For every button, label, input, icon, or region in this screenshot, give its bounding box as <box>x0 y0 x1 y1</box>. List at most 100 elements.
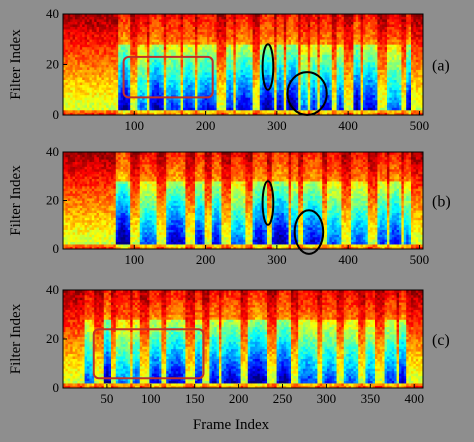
heatmap-cell <box>65 14 69 17</box>
heatmap-cell <box>161 94 165 98</box>
heatmap-cell <box>221 36 225 40</box>
heatmap-cell <box>257 104 261 108</box>
heatmap-cell <box>243 49 246 53</box>
heatmap-cell <box>310 89 313 93</box>
heatmap-cell <box>283 89 287 93</box>
heatmap-cell <box>327 87 330 91</box>
heatmap-cell <box>115 67 119 70</box>
heatmap-cell <box>70 24 73 27</box>
heatmap-cell <box>226 26 229 30</box>
heatmap-cell <box>147 64 150 68</box>
heatmap-cell <box>187 34 191 38</box>
heatmap-cell <box>151 72 155 75</box>
heatmap-cell <box>84 112 88 116</box>
heatmap-cell <box>125 89 129 93</box>
heatmap-cell <box>279 61 282 65</box>
heatmap-cell <box>70 67 73 70</box>
heatmap-cell <box>322 46 325 50</box>
heatmap-cell <box>77 94 81 98</box>
heatmap-cell <box>243 39 246 43</box>
heatmap-cell <box>132 61 136 65</box>
heatmap-cell <box>293 51 297 55</box>
heatmap-cell <box>214 97 217 101</box>
heatmap-cell <box>185 56 189 60</box>
heatmap-cell <box>111 107 114 111</box>
heatmap-cell <box>310 97 313 101</box>
heatmap-cell <box>125 19 129 22</box>
heatmap-cell <box>147 31 150 35</box>
heatmap-cell <box>329 72 333 75</box>
heatmap-cell <box>329 61 333 65</box>
heatmap-cell <box>173 102 177 106</box>
heatmap-cell <box>168 44 172 48</box>
heatmap-cell <box>293 26 297 30</box>
heatmap-cell <box>355 109 359 113</box>
heatmap-cell <box>305 64 309 68</box>
heatmap-cell <box>228 94 232 98</box>
heatmap-cell <box>159 99 162 103</box>
heatmap-cell <box>240 51 244 55</box>
heatmap-cell <box>166 94 169 98</box>
heatmap-cell <box>82 102 85 106</box>
heatmap-cell <box>351 61 354 65</box>
heatmap-cell <box>257 59 261 63</box>
heatmap-cell <box>252 89 256 93</box>
heatmap-cell <box>303 92 306 96</box>
heatmap-cell <box>75 46 78 50</box>
heatmap-cell <box>187 21 191 25</box>
heatmap-cell <box>197 61 201 65</box>
heatmap-cell <box>173 67 177 70</box>
heatmap-cell <box>103 49 107 53</box>
heatmap-cell <box>291 82 294 86</box>
heatmap-cell <box>339 19 342 22</box>
heatmap-cell <box>178 107 181 111</box>
heatmap-cell <box>127 16 131 20</box>
heatmap-cell <box>288 97 292 101</box>
heatmap-cell <box>96 19 100 22</box>
heatmap-cell <box>106 44 109 48</box>
heatmap-cell <box>221 56 225 60</box>
heatmap-cell <box>360 56 364 60</box>
heatmap-cell <box>358 109 361 113</box>
heatmap-cell <box>219 87 222 91</box>
heatmap-cell <box>235 19 239 22</box>
heatmap-cell <box>154 54 157 58</box>
heatmap-cell <box>67 69 71 73</box>
heatmap-cell <box>343 107 347 111</box>
heatmap-cell <box>358 112 361 116</box>
heatmap-cell <box>127 61 131 65</box>
heatmap-cell <box>72 54 76 58</box>
heatmap-cell <box>324 104 328 108</box>
heatmap-cell <box>216 72 220 75</box>
heatmap-cell <box>192 87 196 91</box>
heatmap-cell <box>250 41 253 45</box>
heatmap-cell <box>99 102 102 106</box>
heatmap-cell <box>250 34 253 38</box>
heatmap-cell <box>247 34 251 38</box>
heatmap-cell <box>175 61 179 65</box>
heatmap-cell <box>267 19 270 22</box>
heatmap-cell <box>204 26 208 30</box>
heatmap-cell <box>187 109 191 113</box>
heatmap-cell <box>271 79 275 83</box>
heatmap-cell <box>77 36 81 40</box>
heatmap-cell <box>195 94 198 98</box>
heatmap-cell <box>175 89 179 93</box>
heatmap-cell <box>319 67 323 70</box>
heatmap-cell <box>103 46 107 50</box>
heatmap-cell <box>360 109 364 113</box>
heatmap-cell <box>82 51 85 55</box>
heatmap-cell <box>99 36 102 40</box>
heatmap-cell <box>190 97 193 101</box>
heatmap-cell <box>221 29 225 33</box>
heatmap-cell <box>233 79 237 83</box>
heatmap-cell <box>300 107 304 111</box>
heatmap-cell <box>346 44 349 48</box>
heatmap-cell <box>343 61 347 65</box>
heatmap-cell <box>180 102 184 106</box>
heatmap-cell <box>221 14 225 17</box>
heatmap-cell <box>159 87 162 91</box>
heatmap-cell <box>223 19 227 22</box>
heatmap-cell <box>303 109 306 113</box>
heatmap-cell <box>283 84 287 88</box>
